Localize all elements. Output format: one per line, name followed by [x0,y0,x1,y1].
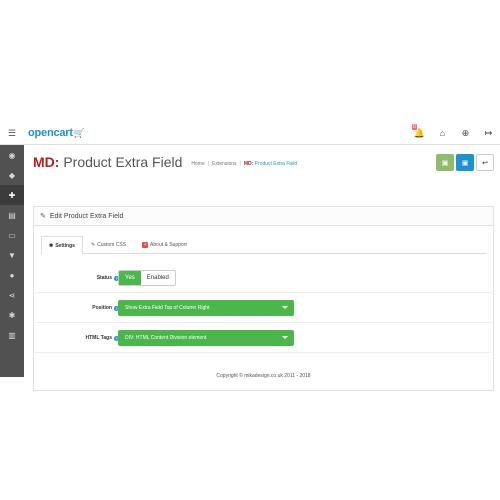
pencil-icon: ✎ [40,213,46,220]
cart-logo-icon: 🛒 [73,127,85,138]
caret-down-icon [282,336,288,339]
breadcrumb-current-link[interactable]: Product Extra Field [254,160,298,167]
status-yes-switch[interactable]: Yes [119,271,141,285]
cog-icon: ✱ [49,242,54,249]
breadcrumb: Home | Extensions | MD: Product Extra Fi… [191,161,297,167]
html-tags-label-text: HTML Tags [85,335,112,341]
sidebar-item-catalog[interactable]: ◆ [0,165,24,185]
plus-square-icon: + [142,242,149,248]
tab-about-support[interactable]: + About & Support [134,236,195,254]
tab-label: Settings [55,242,75,249]
logout-button[interactable]: ↦ [477,121,500,145]
position-selected-value: Show Extra Field Top of Column Right [125,305,210,311]
desktop-icon: ▭ [8,230,16,240]
page-title: MD: Product Extra Field [33,154,182,170]
notification-badge: 0 [412,124,417,130]
save-stay-button[interactable]: ▣ [436,154,454,171]
notifications-button[interactable]: 0 🔔 [408,121,431,145]
home-button[interactable]: ⌂ [431,121,454,145]
bar-chart-icon: ▥ [8,330,16,340]
header-icons: 0 🔔 ⌂ ⊕ ↦ [408,121,500,145]
edit-panel: ✎ Edit Product Extra Field ✱ Settings ✎ … [33,206,494,391]
cog-icon: ✱ [8,310,16,320]
sidebar-item-marketing[interactable]: ⋖ [0,285,24,305]
support-button[interactable]: ⊕ [454,121,477,145]
form-row-status: Status ? Yes Enabled [35,263,492,293]
breadcrumb-current-prefix: MD: [243,160,254,167]
status-value: Enabled [140,271,175,285]
form-row-position: Position ? Show Extra Field Top of Colum… [35,293,492,323]
page-actions: ▣ ▣ ↩ [436,154,494,171]
help-icon[interactable]: ? [114,275,119,281]
home-icon: ⌂ [439,128,446,138]
page-header: MD: Product Extra Field Home | Extension… [33,151,297,173]
opencart-logo[interactable]: opencart 🛒 [28,125,85,141]
tabs: ✱ Settings ✎ Custom CSS + About & Suppor… [41,236,486,255]
html-tags-selected-value: DIV: HTML Content Division element [125,335,207,341]
puzzle-icon: ✚ [8,190,16,200]
bell-icon: 🔔 [413,127,426,138]
breadcrumb-extensions-link[interactable]: Extensions [212,160,237,167]
tab-label: About & Support [150,242,187,248]
position-label: Position ? [92,293,119,323]
menu-icon: ☰ [7,127,17,138]
sidebar-item-display[interactable]: ▭ [0,225,24,245]
panel-heading-text: Edit Product Extra Field [49,212,124,220]
sidebar: ◉ ◆ ✚ ▤ ▭ ▼ ● ⋖ ✱ ▥ [0,145,24,377]
title-prefix: MD: [33,154,60,170]
status-label: Status ? [97,263,119,293]
html-tags-select[interactable]: DIV: HTML Content Division element [118,330,294,346]
shopping-cart-icon: ▼ [8,250,16,260]
back-button[interactable]: ↩ [476,154,494,171]
admin-app: ☰ opencart 🛒 0 🔔 ⌂ ⊕ ↦ ◉ ◆ ✚ ▤ ▭ ▼ [0,121,500,391]
position-label-text: Position [92,305,112,311]
tab-label: Custom CSS [97,242,127,248]
logo-text: opencart [28,127,73,139]
save-icon: ▣ [461,159,469,167]
html-tags-label: HTML Tags ? [86,323,119,353]
main-content: MD: Product Extra Field Home | Extension… [24,145,500,391]
monitor-icon: ▤ [8,210,16,220]
pencil-icon: ✎ [90,242,96,248]
sidebar-item-customers[interactable]: ● [0,265,24,285]
panel-heading: ✎ Edit Product Extra Field [34,207,493,226]
breadcrumb-separator: | [207,160,210,167]
position-select[interactable]: Show Extra Field Top of Column Right [118,300,294,316]
dashboard-icon: ◉ [8,150,16,160]
reply-icon: ↩ [482,159,488,167]
status-label-text: Status [96,275,112,281]
breadcrumb-separator: | [239,160,241,167]
breadcrumb-home-link[interactable]: Home [191,160,205,167]
copyright-text: Copyright © mikadesign.co.uk 2011 - 2018 [216,373,311,379]
menu-toggle-button[interactable]: ☰ [0,121,24,145]
tab-settings[interactable]: ✱ Settings [41,236,83,255]
help-icon[interactable]: ? [114,305,119,311]
tab-custom-css[interactable]: ✎ Custom CSS [83,236,134,254]
sidebar-item-dashboard[interactable]: ◉ [0,145,24,165]
top-header: ☰ opencart 🛒 0 🔔 ⌂ ⊕ ↦ [0,121,500,145]
sign-out-icon: ↦ [484,127,493,138]
user-icon: ● [9,270,15,280]
sidebar-item-sales[interactable]: ▼ [0,245,24,265]
status-toggle[interactable]: Yes Enabled [118,270,176,286]
sidebar-item-system[interactable]: ✱ [0,305,24,325]
caret-down-icon [282,306,288,309]
save-icon: ▣ [441,159,449,167]
sidebar-item-reports[interactable]: ▥ [0,325,24,345]
share-icon: ⋖ [8,290,16,300]
title-text: Product Extra Field [63,154,183,170]
save-button[interactable]: ▣ [456,154,474,171]
help-icon[interactable]: ? [114,335,119,341]
form-row-html-tags: HTML Tags ? DIV: HTML Content Division e… [35,323,492,353]
sidebar-item-design[interactable]: ▤ [0,205,24,225]
life-ring-icon: ⊕ [461,127,470,138]
sidebar-item-extensions[interactable]: ✚ [0,185,24,205]
tags-icon: ◆ [8,170,16,180]
